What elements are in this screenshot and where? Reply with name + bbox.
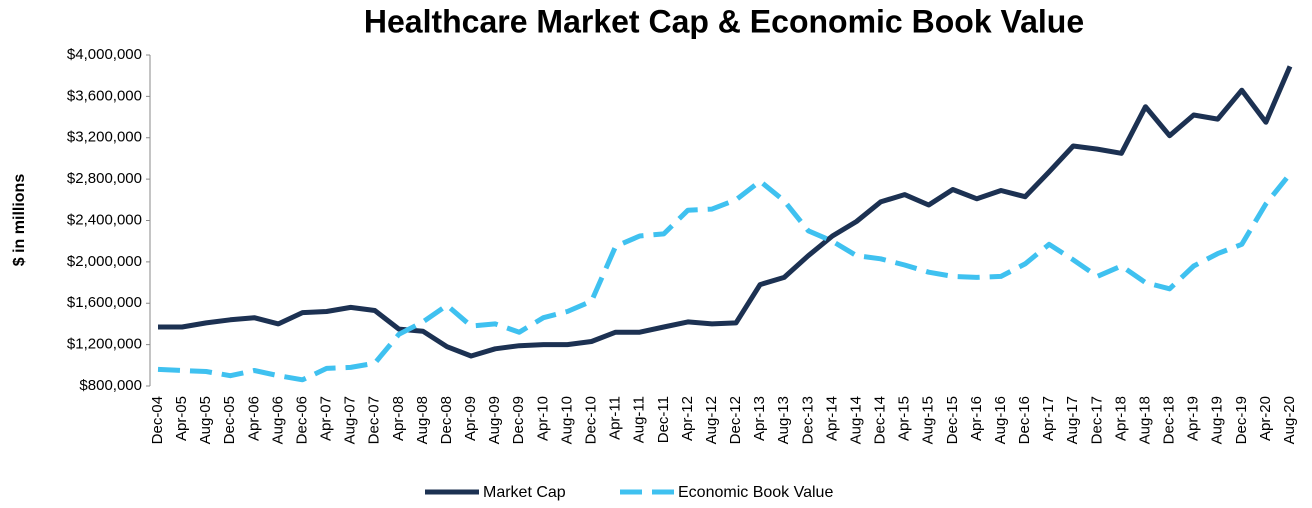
x-tick-label: Apr-16 xyxy=(968,396,985,441)
x-tick-label: Apr-15 xyxy=(896,396,913,441)
x-tick-label: Aug-10 xyxy=(558,396,575,444)
x-tick-label: Dec-17 xyxy=(1088,396,1105,444)
x-tick-label: Aug-11 xyxy=(631,396,648,443)
legend-label: Market Cap xyxy=(483,484,566,501)
legend-label: Economic Book Value xyxy=(678,484,833,501)
x-tick-label: Apr-08 xyxy=(390,396,407,441)
x-tick-label: Apr-11 xyxy=(607,396,624,440)
x-tick-label: Dec-05 xyxy=(221,396,238,444)
x-tick-label: Aug-12 xyxy=(703,396,720,444)
chart-title: Healthcare Market Cap & Economic Book Va… xyxy=(364,3,1084,39)
x-tick-label: Aug-19 xyxy=(1209,396,1226,444)
x-tick-label: Apr-14 xyxy=(823,396,840,441)
x-tick-label: Dec-10 xyxy=(583,396,600,444)
x-tick-label: Apr-05 xyxy=(173,396,190,441)
y-tick-label: $800,000 xyxy=(79,377,142,394)
x-tick-label: Apr-13 xyxy=(751,396,768,441)
x-tick-label: Apr-12 xyxy=(679,396,696,441)
x-tick-label: Dec-09 xyxy=(510,396,527,444)
x-tick-label: Aug-15 xyxy=(920,396,937,444)
x-tick-label: Aug-05 xyxy=(197,396,214,444)
x-tick-label: Apr-19 xyxy=(1185,396,1202,441)
x-tick-label: Aug-14 xyxy=(847,396,864,444)
x-tick-label: Apr-17 xyxy=(1040,396,1057,441)
x-tick-label: Dec-14 xyxy=(872,396,889,444)
x-tick-label: Dec-08 xyxy=(438,396,455,444)
x-tick-label: Apr-18 xyxy=(1112,396,1129,441)
x-tick-label: Dec-18 xyxy=(1161,396,1178,444)
x-tick-label: Apr-20 xyxy=(1257,396,1274,441)
y-tick-label: $3,600,000 xyxy=(67,87,142,104)
x-tick-label: Aug-17 xyxy=(1064,396,1081,444)
x-tick-label: Apr-07 xyxy=(318,396,335,441)
x-tick-label: Aug-18 xyxy=(1136,396,1153,444)
x-tick-label: Apr-06 xyxy=(245,396,262,441)
y-tick-label: $4,000,000 xyxy=(67,46,142,63)
x-tick-label: Dec-04 xyxy=(149,396,166,444)
y-tick-label: $3,200,000 xyxy=(67,129,142,146)
x-tick-label: Aug-07 xyxy=(342,396,359,444)
x-tick-label: Aug-09 xyxy=(486,396,503,444)
x-tick-label: Apr-10 xyxy=(534,396,551,441)
y-tick-label: $2,400,000 xyxy=(67,211,142,228)
x-tick-label: Apr-09 xyxy=(462,396,479,441)
x-tick-label: Aug-06 xyxy=(269,396,286,444)
x-tick-label: Aug-08 xyxy=(414,396,431,444)
x-tick-label: Dec-16 xyxy=(1016,396,1033,444)
x-tick-label: Aug-20 xyxy=(1281,396,1298,444)
x-tick-label: Dec-06 xyxy=(293,396,310,444)
x-tick-label: Aug-13 xyxy=(775,396,792,444)
x-tick-label: Dec-19 xyxy=(1233,396,1250,444)
y-tick-label: $1,200,000 xyxy=(67,336,142,353)
series-line xyxy=(158,65,1293,359)
series-line xyxy=(157,172,1292,383)
x-tick-label: Dec-13 xyxy=(799,396,816,444)
y-tick-label: $2,000,000 xyxy=(67,253,142,270)
y-tick-label: $1,600,000 xyxy=(67,294,142,311)
x-tick-label: Aug-16 xyxy=(992,396,1009,444)
x-tick-label: Dec-11 xyxy=(655,396,672,443)
y-tick-label: $2,800,000 xyxy=(67,170,142,187)
x-tick-label: Dec-12 xyxy=(727,396,744,444)
y-axis-title: $ in millions xyxy=(11,174,28,267)
x-tick-label: Dec-07 xyxy=(366,396,383,444)
x-tick-label: Dec-15 xyxy=(944,396,961,444)
